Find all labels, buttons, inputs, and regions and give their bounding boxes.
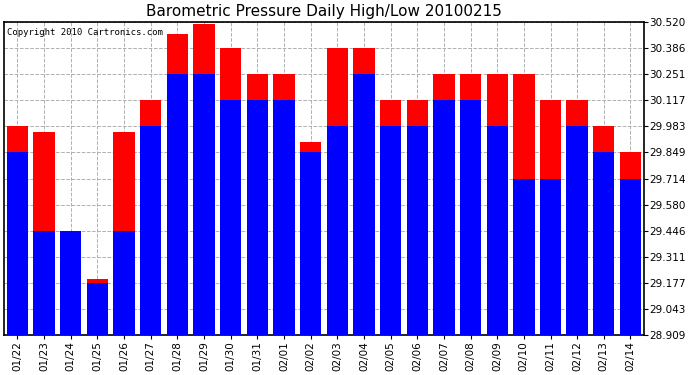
Bar bbox=[513, 74, 535, 335]
Bar bbox=[193, 24, 215, 335]
Bar bbox=[566, 126, 588, 335]
Bar bbox=[247, 100, 268, 335]
Bar bbox=[566, 100, 588, 335]
Bar bbox=[433, 74, 455, 335]
Bar bbox=[620, 152, 641, 335]
Bar bbox=[326, 126, 348, 335]
Bar bbox=[593, 126, 615, 335]
Bar bbox=[540, 178, 561, 335]
Bar bbox=[380, 126, 402, 335]
Bar bbox=[326, 48, 348, 335]
Bar bbox=[353, 48, 375, 335]
Bar bbox=[273, 74, 295, 335]
Bar bbox=[406, 126, 428, 335]
Bar bbox=[140, 100, 161, 335]
Text: Copyright 2010 Cartronics.com: Copyright 2010 Cartronics.com bbox=[8, 28, 164, 37]
Bar bbox=[620, 178, 641, 335]
Bar bbox=[460, 100, 481, 335]
Bar bbox=[540, 100, 561, 335]
Bar bbox=[7, 126, 28, 335]
Bar bbox=[113, 231, 135, 335]
Bar bbox=[406, 100, 428, 335]
Bar bbox=[513, 178, 535, 335]
Bar bbox=[460, 74, 481, 335]
Bar bbox=[7, 152, 28, 335]
Bar bbox=[220, 48, 242, 335]
Bar bbox=[593, 152, 615, 335]
Title: Barometric Pressure Daily High/Low 20100215: Barometric Pressure Daily High/Low 20100… bbox=[146, 4, 502, 19]
Bar bbox=[300, 142, 322, 335]
Bar bbox=[87, 283, 108, 335]
Bar bbox=[486, 74, 508, 335]
Bar bbox=[167, 74, 188, 335]
Bar bbox=[433, 100, 455, 335]
Bar bbox=[486, 126, 508, 335]
Bar bbox=[273, 100, 295, 335]
Bar bbox=[380, 100, 402, 335]
Bar bbox=[34, 132, 55, 335]
Bar bbox=[140, 126, 161, 335]
Bar bbox=[60, 231, 81, 335]
Bar bbox=[193, 74, 215, 335]
Bar bbox=[300, 152, 322, 335]
Bar bbox=[60, 231, 81, 335]
Bar bbox=[113, 132, 135, 335]
Bar bbox=[353, 74, 375, 335]
Bar bbox=[167, 34, 188, 335]
Bar bbox=[220, 100, 242, 335]
Bar bbox=[87, 279, 108, 335]
Bar bbox=[247, 74, 268, 335]
Bar bbox=[34, 231, 55, 335]
